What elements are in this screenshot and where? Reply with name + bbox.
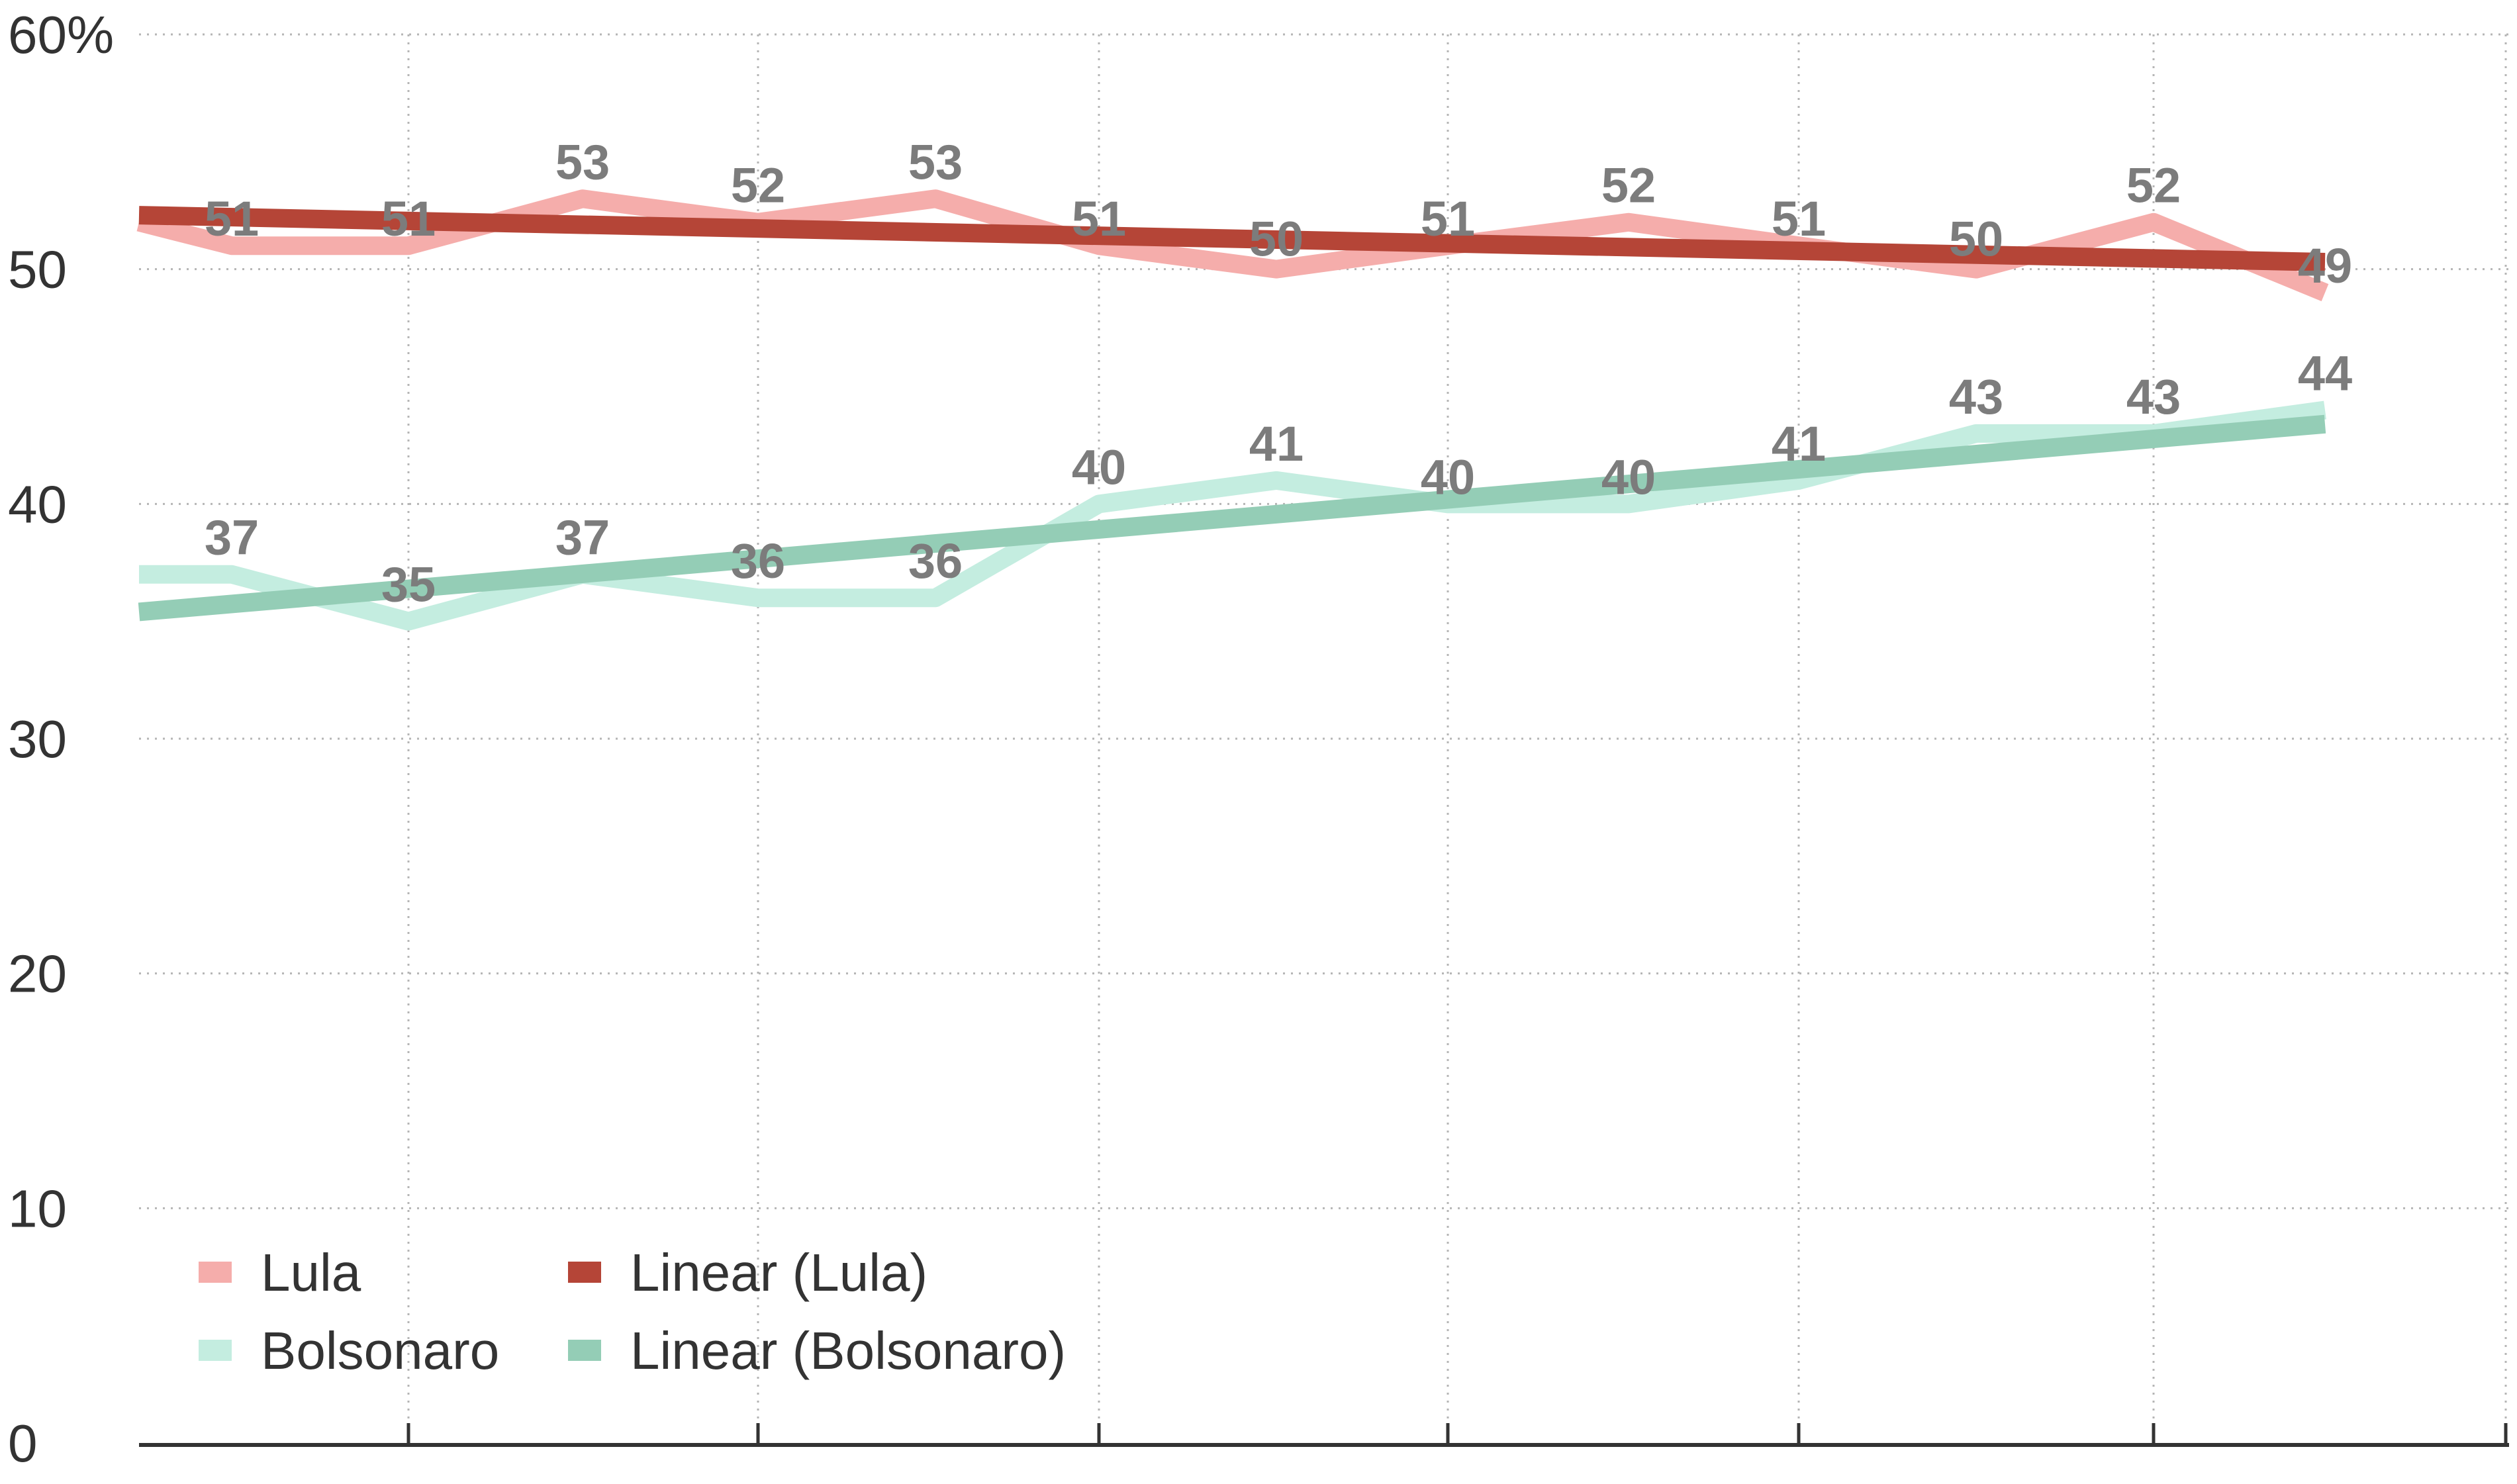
legend-label: Linear (Lula) [630,1243,927,1302]
data-label-bolsonaro: 41 [1249,416,1304,471]
data-label-bolsonaro: 41 [1772,416,1826,471]
data-label-lula: 53 [908,134,963,189]
trendline-lula [138,206,2326,272]
data-label-bolsonaro: 37 [555,510,610,565]
legend-label: Bolsonaro [261,1321,499,1380]
data-label-bolsonaro: 40 [1421,449,1475,504]
legend-label: Linear (Bolsonaro) [630,1321,1066,1380]
y-tick-label: 50 [8,240,67,299]
data-label-lula: 52 [2126,158,2181,213]
data-label-lula: 51 [1072,191,1126,246]
trendline-bolsonaro [138,414,2326,622]
data-label-lula: 49 [2298,238,2352,293]
legend-item-bolsonaro: Bolsonaro [199,1321,499,1380]
legend: Lula Bolsonaro Linear (Lula) Linear (Bolson… [199,1243,1066,1380]
data-label-bolsonaro: 43 [2126,369,2181,424]
y-tick-label: 20 [8,945,67,1003]
x-axis [139,1423,2509,1447]
series-line-lula [136,189,2329,302]
y-tick-label: 60% [8,5,114,64]
data-label-lula: 52 [1601,158,1656,213]
legend-item-lula: Lula [199,1243,361,1302]
y-tick-label: 30 [8,710,67,768]
legend-swatch [199,1340,232,1361]
data-label-bolsonaro: 36 [908,533,963,588]
y-tick-label: 40 [8,475,67,533]
data-label-lula: 53 [555,134,610,189]
data-label-bolsonaro: 40 [1072,440,1126,494]
data-label-layer: 51 51 53 52 53 51 50 51 52 51 50 52 49 37 35 37 36 36 40 41… [205,134,2352,612]
series-layer [136,189,2329,631]
y-tick-label: 10 [8,1179,67,1238]
data-label-bolsonaro: 36 [731,533,785,588]
legend-item-linear-lula: Linear (Lula) [568,1243,927,1302]
data-label-bolsonaro: 35 [381,557,436,612]
legend-swatch [199,1262,232,1283]
legend-item-linear-bolsonaro: Linear (Bolsonaro) [568,1321,1066,1380]
legend-swatch [568,1262,601,1283]
data-label-lula: 50 [1249,212,1304,267]
data-label-bolsonaro: 44 [2298,346,2352,400]
data-label-lula: 51 [1772,191,1826,246]
y-axis-tick-labels: 0 10 20 30 40 50 60% [8,5,114,1473]
data-label-bolsonaro: 43 [1949,369,2003,424]
series-line-bolsonaro [139,400,2326,631]
data-label-lula: 51 [205,191,259,246]
data-label-lula: 51 [381,191,436,246]
legend-label: Lula [261,1243,361,1302]
data-label-lula: 52 [731,158,785,213]
data-label-lula: 51 [1421,191,1475,246]
y-tick-label: 0 [8,1414,38,1473]
data-label-bolsonaro: 40 [1601,449,1656,504]
legend-swatch [568,1340,601,1361]
data-label-lula: 50 [1949,212,2003,267]
data-label-bolsonaro: 37 [205,510,259,565]
